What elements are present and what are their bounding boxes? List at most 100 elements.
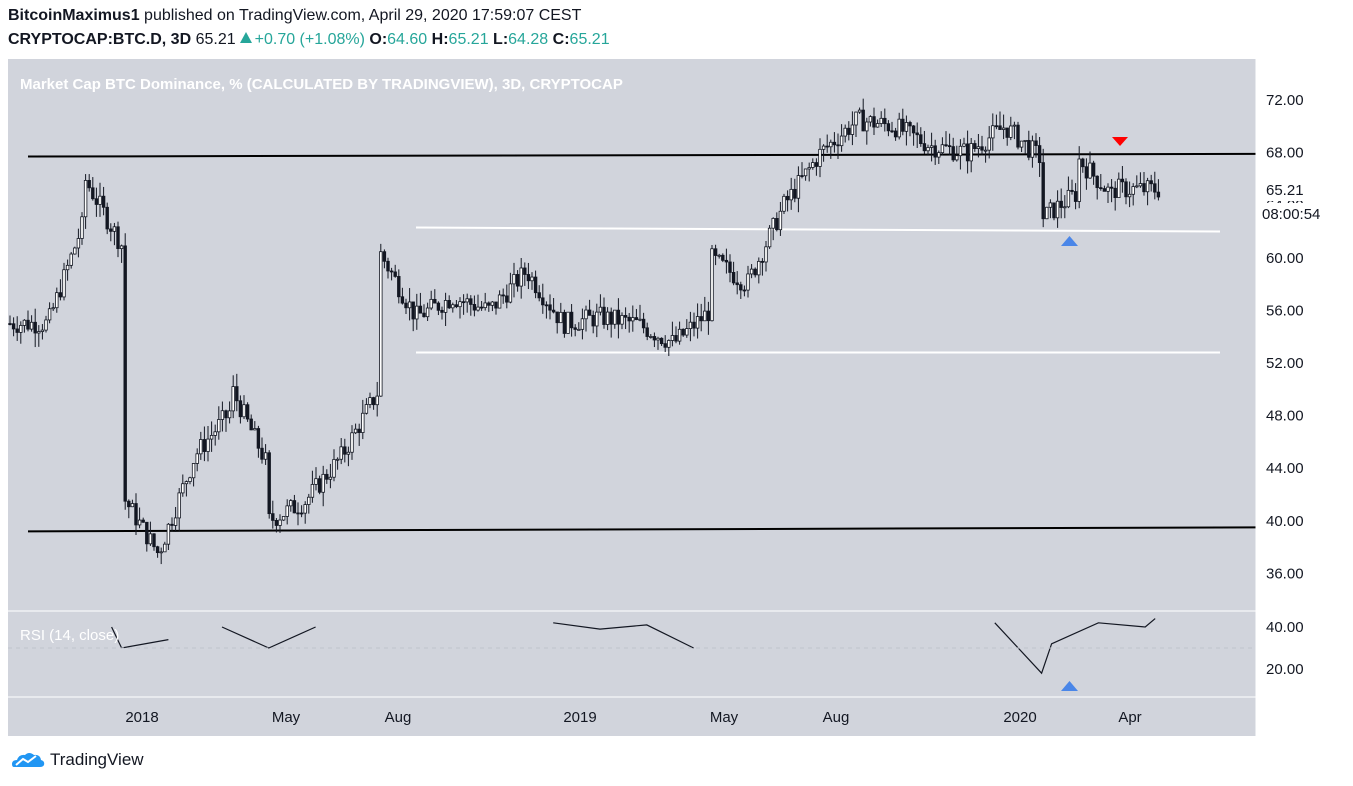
candle xyxy=(1109,179,1114,203)
footer-brand[interactable]: TradingView xyxy=(10,750,144,770)
candle xyxy=(274,518,279,533)
candle xyxy=(497,290,502,309)
candle xyxy=(141,517,145,523)
candle xyxy=(523,262,527,286)
candle xyxy=(11,317,16,337)
candle xyxy=(328,463,333,489)
candle xyxy=(101,186,106,216)
candle xyxy=(692,312,696,337)
candle xyxy=(807,162,811,182)
candle xyxy=(1027,130,1031,161)
candle xyxy=(825,134,829,153)
candle xyxy=(235,373,239,412)
candle xyxy=(1016,121,1020,150)
candle xyxy=(573,324,577,337)
candle xyxy=(393,264,397,278)
candle xyxy=(703,296,707,322)
candle xyxy=(843,124,847,143)
candle xyxy=(231,375,235,419)
candle xyxy=(415,293,419,330)
candle xyxy=(541,283,545,314)
last-price: 65.21 xyxy=(195,31,236,48)
candle xyxy=(562,309,567,338)
candle xyxy=(199,431,203,460)
candle xyxy=(879,111,883,128)
candle xyxy=(663,335,667,353)
candle xyxy=(735,271,739,295)
candle xyxy=(832,132,837,153)
candle xyxy=(933,139,937,165)
up-arrow-icon xyxy=(239,32,252,43)
candle xyxy=(904,115,909,146)
candle xyxy=(299,505,304,518)
candle xyxy=(163,541,167,553)
candle xyxy=(382,249,387,269)
candle xyxy=(861,98,865,132)
candle xyxy=(659,337,664,346)
candle xyxy=(217,406,221,440)
candle xyxy=(577,322,581,331)
price-change: +0.70 (+1.08%) xyxy=(254,31,365,48)
candle xyxy=(469,295,473,316)
candle xyxy=(249,414,253,431)
candle xyxy=(731,261,736,286)
candle xyxy=(263,444,268,465)
candle xyxy=(1153,171,1157,200)
candle xyxy=(1124,178,1128,205)
candle xyxy=(15,316,19,341)
candle xyxy=(483,292,487,311)
candle xyxy=(1077,146,1081,209)
candle xyxy=(69,252,73,269)
candle xyxy=(8,315,12,326)
candle xyxy=(62,262,66,301)
candle xyxy=(411,301,415,332)
candle xyxy=(706,301,711,335)
candle xyxy=(753,267,757,278)
candle xyxy=(670,321,675,347)
candle xyxy=(839,124,844,152)
rsi-buy-marker-icon xyxy=(1061,681,1078,691)
candle xyxy=(508,272,513,304)
published-text: published on TradingView.com, April 29, … xyxy=(144,7,582,24)
candle xyxy=(465,293,469,313)
candle xyxy=(40,324,45,340)
candle xyxy=(170,517,174,532)
candle xyxy=(1113,181,1117,211)
candle xyxy=(530,272,534,290)
candle xyxy=(645,322,649,341)
candle xyxy=(1138,172,1143,188)
candle xyxy=(1131,183,1135,206)
candle xyxy=(1059,188,1063,219)
candle xyxy=(105,202,109,235)
candle xyxy=(991,113,995,151)
countdown-label: 08:00:54 xyxy=(1262,206,1320,223)
candle xyxy=(1145,177,1150,206)
candle xyxy=(429,290,433,311)
candle xyxy=(548,294,552,320)
candle xyxy=(789,177,793,210)
candle xyxy=(296,502,300,526)
candle xyxy=(1088,151,1092,180)
candle xyxy=(926,144,930,156)
candle xyxy=(487,301,491,312)
candle xyxy=(911,125,916,146)
candle xyxy=(181,474,185,497)
candle xyxy=(602,297,606,329)
candle xyxy=(19,321,23,344)
candle xyxy=(29,315,34,332)
candle xyxy=(76,228,81,258)
candle xyxy=(868,115,873,127)
candle xyxy=(281,516,286,521)
candle xyxy=(1156,179,1161,201)
candle xyxy=(965,130,970,174)
candle xyxy=(271,500,275,529)
candle xyxy=(533,270,538,299)
candle xyxy=(1048,199,1053,219)
author-name[interactable]: BitcoinMaximus1 xyxy=(8,7,140,24)
candle xyxy=(1099,174,1103,191)
candle xyxy=(55,287,59,313)
support-line xyxy=(27,526,1257,533)
candle xyxy=(375,381,379,417)
candle xyxy=(451,302,455,313)
